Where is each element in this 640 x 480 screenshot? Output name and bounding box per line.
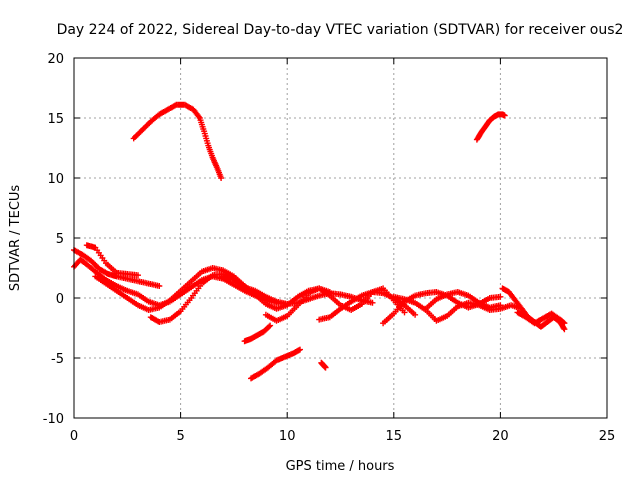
point-markers <box>130 101 225 181</box>
x-tick-label: 25 <box>599 429 616 444</box>
point-markers <box>248 346 303 382</box>
point-markers <box>83 242 141 279</box>
series-arc-upper-left <box>130 101 225 181</box>
x-tick-labels: 0 5 10 15 20 25 <box>70 429 615 444</box>
y-tick-label: 0 <box>56 292 64 307</box>
y-axis-label: SDTVAR / TECUs <box>8 185 23 292</box>
y-tick-labels: -10 -5 0 5 10 15 20 <box>43 52 64 427</box>
series-arc-p <box>318 359 329 371</box>
x-tick-label: 0 <box>70 429 78 444</box>
y-tick-label: 20 <box>47 52 64 67</box>
grid <box>74 58 607 418</box>
point-markers <box>422 289 504 312</box>
point-markers <box>514 309 568 327</box>
x-tick-label: 10 <box>279 429 296 444</box>
y-tick-label: 5 <box>56 232 64 247</box>
series-arc-c <box>83 242 141 279</box>
x-tick-label: 5 <box>176 429 184 444</box>
x-tick-label: 20 <box>492 429 509 444</box>
point-markers <box>473 111 508 143</box>
y-tick-label: 15 <box>47 112 64 127</box>
point-markers <box>241 322 274 345</box>
y-tick-label: -5 <box>51 352 64 367</box>
point-markers <box>318 359 329 371</box>
data-marks <box>71 101 568 382</box>
chart-title: Day 224 of 2022, Sidereal Day-to-day VTE… <box>57 22 624 38</box>
series-arc-upper-right <box>473 111 508 143</box>
axis-ticks <box>73 57 608 419</box>
x-tick-label: 15 <box>386 429 403 444</box>
series-arc-o <box>248 346 303 382</box>
x-axis-label: GPS time / hours <box>286 459 395 474</box>
series-arc-k <box>422 289 504 312</box>
y-tick-label: -10 <box>43 412 64 427</box>
series-arc-m <box>514 309 568 327</box>
series-arc-n <box>241 322 274 345</box>
y-tick-label: 10 <box>47 172 64 187</box>
